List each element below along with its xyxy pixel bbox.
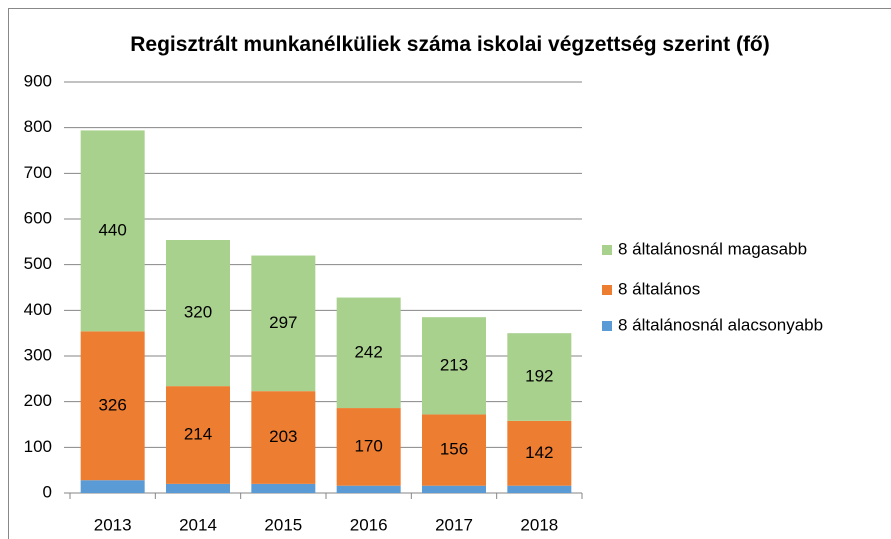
bar-segment: [507, 485, 572, 493]
legend-label: 8 általánosnál alacsonyabb: [618, 315, 823, 334]
data-label: 213: [440, 355, 468, 374]
data-label: 440: [98, 220, 126, 239]
x-tick-label: 2018: [520, 515, 558, 534]
data-label: 320: [184, 303, 212, 322]
x-tick-label: 2013: [94, 515, 132, 534]
y-tick-label: 0: [43, 482, 52, 501]
bar-segment: [336, 408, 401, 486]
data-label: 242: [354, 342, 382, 361]
data-label: 142: [525, 443, 553, 462]
legend-label: 8 általánosnál magasabb: [618, 239, 807, 258]
bar-segment: [507, 333, 572, 421]
y-tick-label: 600: [24, 208, 52, 227]
x-tick-label: 2015: [264, 515, 302, 534]
y-tick-label: 400: [24, 300, 52, 319]
data-label: 326: [98, 395, 126, 414]
y-tick-label: 300: [24, 345, 52, 364]
data-label: 297: [269, 313, 297, 332]
bar-segment: [80, 130, 145, 332]
x-tick-label: 2014: [179, 515, 217, 534]
bar-segment: [251, 483, 316, 493]
legend-swatch: [602, 321, 612, 331]
x-tick-label: 2017: [435, 515, 473, 534]
bar-segment: [422, 485, 486, 493]
bar-segment: [80, 331, 145, 481]
legend-swatch: [602, 245, 612, 255]
y-tick-label: 500: [24, 254, 52, 273]
bar-segment: [80, 480, 145, 493]
data-label: 156: [440, 440, 468, 459]
y-tick-label: 200: [24, 391, 52, 410]
y-tick-label: 100: [24, 437, 52, 456]
bar-segment: [166, 483, 230, 493]
y-tick-label: 700: [24, 163, 52, 182]
data-label: 192: [525, 366, 553, 385]
bar-segment: [507, 420, 572, 486]
bar-segment: [251, 391, 316, 484]
data-label: 170: [354, 436, 382, 455]
bar-segment: [336, 485, 401, 493]
chart-title: Regisztrált munkanélküliek száma iskolai…: [130, 33, 770, 56]
data-label: 203: [269, 427, 297, 446]
y-tick-label: 900: [24, 71, 52, 90]
bar-segment: [251, 255, 316, 392]
bar-segment: [422, 317, 486, 415]
bar-segment: [166, 240, 230, 387]
legend-swatch: [602, 285, 612, 295]
data-label: 214: [184, 424, 212, 443]
bar-segment: [422, 414, 486, 486]
bar-segment: [166, 386, 230, 484]
legend-label: 8 általános: [618, 279, 700, 298]
bar-segment: [336, 297, 401, 409]
y-tick-label: 800: [24, 117, 52, 136]
x-tick-label: 2016: [350, 515, 388, 534]
